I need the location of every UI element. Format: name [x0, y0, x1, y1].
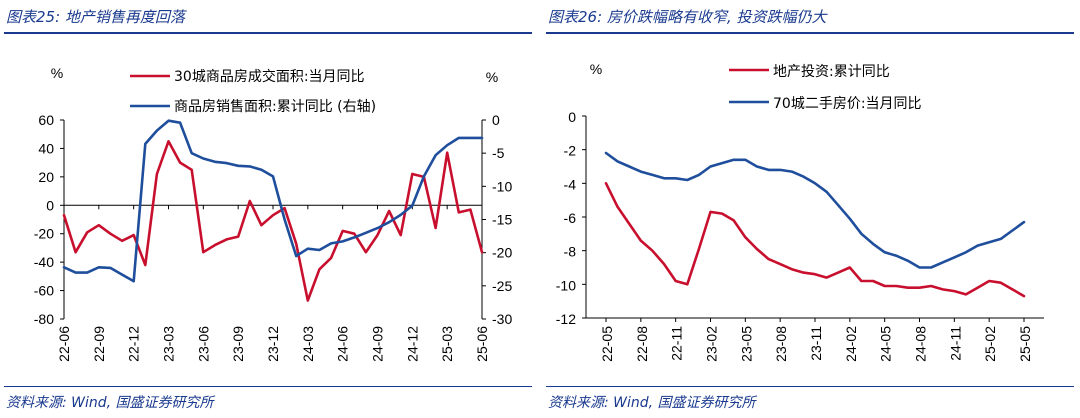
- y-tick-label-right: 0: [492, 112, 500, 128]
- y-tick-label-left: -60: [34, 283, 54, 299]
- chart-title: 图表25: 地产销售再度回落: [6, 8, 185, 26]
- x-tick-label: 23-02: [704, 326, 720, 362]
- x-tick-label: 23-03: [161, 326, 177, 362]
- x-tick-label: 22-05: [599, 326, 615, 362]
- x-tick-label: 22-09: [91, 326, 107, 362]
- y-tick-label-left: 0: [46, 197, 54, 213]
- x-tick-label: 22-12: [126, 326, 142, 362]
- y-tick-label: -2: [564, 143, 577, 159]
- title-rule: [546, 32, 1074, 34]
- y-unit-left: %: [51, 65, 63, 81]
- y-tick-label-right: -5: [492, 145, 505, 161]
- chart-panel-right: 图表26: 房价跌幅略有收窄, 投资跌幅仍大 0 -2 -4 -6 -8 -10 -12 22…: [546, 0, 1074, 418]
- x-tick-label: 23-09: [230, 326, 246, 362]
- y-tick-label: -10: [556, 277, 576, 293]
- y-tick-label-right: -20: [492, 245, 512, 261]
- y-tick-label-left: -80: [34, 311, 54, 327]
- source-note: 资料来源: Wind, 国盛证券研究所: [6, 395, 214, 411]
- x-tick-label: 23-11: [808, 326, 824, 361]
- chart-panel-left: 图表25: 地产销售再度回落 60 40 20 0 -20 -40 -60 -80 0 -5 -10…: [4, 0, 532, 418]
- x-tick-label: 24-12: [404, 326, 420, 362]
- source-rule: [546, 386, 1074, 387]
- series-line-sales-area: [62, 119, 484, 283]
- y-tick-label: -12: [556, 311, 576, 327]
- y-tick-label: -4: [564, 176, 577, 192]
- y-tick-label-left: -40: [34, 254, 54, 270]
- x-tick-label: 22-06: [56, 326, 72, 362]
- x-tick-label: 24-02: [843, 326, 859, 362]
- x-tick-label: 23-08: [773, 326, 789, 362]
- legend-label: 30城商品房成交面积:当月同比: [174, 68, 365, 85]
- x-tick-label: 23-06: [195, 326, 211, 362]
- x-tick-label: 24-11: [947, 326, 963, 361]
- line-chart-left: 60 40 20 0 -20 -40 -60 -80 0 -5 -10 -15 -20 -25 -30 22-…: [34, 65, 513, 362]
- source-note: 资料来源: Wind, 国盛证券研究所: [548, 395, 756, 411]
- y-tick-label-right: -30: [492, 311, 512, 327]
- x-tick-label: 25-06: [474, 326, 490, 362]
- x-tick-label: 25-02: [982, 326, 998, 362]
- y-tick-label-right: -15: [492, 212, 512, 228]
- x-tick-label: 24-06: [335, 326, 351, 362]
- series-line-transaction-area: [62, 140, 484, 302]
- y-tick-label-right: -10: [492, 178, 512, 194]
- title-rule: [4, 32, 532, 34]
- legend-label: 70城二手房价:当月同比: [773, 96, 922, 112]
- y-unit-right: %: [486, 69, 498, 85]
- y-tick-label: 0: [568, 109, 576, 125]
- x-tick-label: 24-03: [300, 326, 316, 362]
- y-tick-label-left: 40: [38, 140, 54, 156]
- legend-label: 商品房销售面积:累计同比 (右轴): [174, 99, 376, 115]
- y-tick-label: -6: [564, 210, 577, 226]
- source-rule: [4, 386, 532, 387]
- x-tick-label: 22-08: [634, 326, 650, 362]
- legend-label: 地产投资:累计同比: [773, 64, 890, 80]
- series-line-home-price: [604, 151, 1026, 269]
- x-tick-label: 24-05: [878, 326, 894, 362]
- y-tick-label: -8: [564, 244, 577, 260]
- x-tick-label: 23-05: [738, 326, 754, 362]
- x-tick-label: 25-03: [439, 326, 455, 362]
- x-tick-label: 22-11: [669, 326, 685, 361]
- y-tick-label-left: 20: [38, 169, 54, 185]
- y-tick-label-left: 60: [38, 112, 54, 128]
- x-tick-label: 24-09: [370, 326, 386, 362]
- y-tick-label-right: -25: [492, 278, 512, 294]
- x-tick-label: 25-05: [1017, 326, 1033, 362]
- x-tick-label: 24-08: [913, 326, 929, 362]
- x-tick-label: 23-12: [265, 326, 281, 362]
- series-line-investment: [604, 182, 1026, 298]
- line-chart-right: 0 -2 -4 -6 -8 -10 -12 22-05 22-08 22-11 23-02 23-05…: [556, 61, 1044, 362]
- y-tick-label-left: -20: [34, 226, 54, 242]
- chart-title: 图表26: 房价跌幅略有收窄, 投资跌幅仍大: [548, 8, 827, 26]
- y-unit: %: [590, 61, 602, 77]
